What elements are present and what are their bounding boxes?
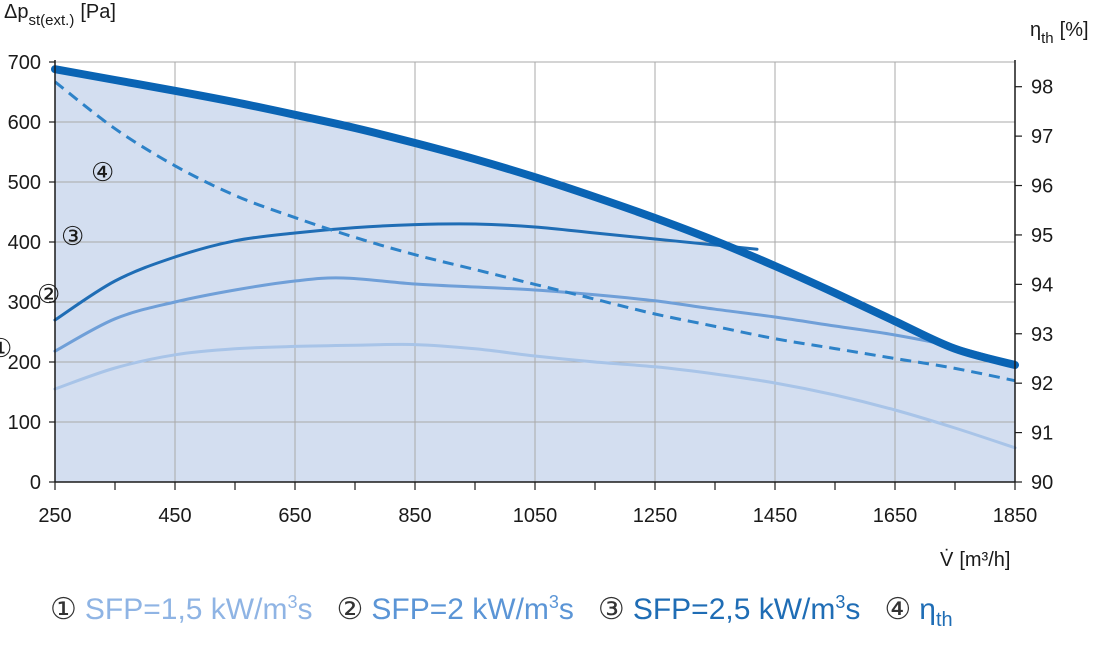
legend-item-4: ④ ηth xyxy=(884,592,953,631)
x-tick-label: 1650 xyxy=(873,505,918,527)
y-right-tick-label: 93 xyxy=(1031,324,1053,346)
series-envelope-line xyxy=(51,65,1019,369)
y-right-tick-label: 97 xyxy=(1031,126,1053,148)
y-right-tick-label: 92 xyxy=(1031,373,1053,395)
legend-marker: ④ xyxy=(884,592,912,627)
y-right-tick-label: 98 xyxy=(1031,77,1053,99)
x-tick-label: 1850 xyxy=(993,505,1038,527)
curve-marker-3: ③ xyxy=(61,222,84,252)
legend-marker: ① xyxy=(50,592,77,627)
curve-marker-2: ② xyxy=(37,280,60,310)
axes xyxy=(49,60,1022,490)
y-left-tick-label: 600 xyxy=(8,112,41,134)
y-left-tick-label: 300 xyxy=(8,292,41,314)
series-sfp-1-5-line xyxy=(53,342,1017,450)
legend-label: SFP=1,5 kW/m3s xyxy=(84,592,313,626)
y-left-tick-label: 0 xyxy=(30,472,41,494)
x-tick-label: 850 xyxy=(398,505,431,527)
series-sfp-2-line xyxy=(53,276,1017,366)
x-tick-label: 250 xyxy=(38,505,71,527)
x-tick-label: 1050 xyxy=(513,505,558,527)
y-left-tick-label: 400 xyxy=(8,232,41,254)
x-tick-label: 450 xyxy=(158,505,191,527)
y-right-tick-label: 90 xyxy=(1031,472,1053,494)
legend-item-3: ③ SFP=2,5 kW/m3s xyxy=(597,592,861,627)
performance-chart: 250 450 650 850 1050 1250 1450 1650 1850 0 100 200 3… xyxy=(0,1,1089,571)
y-left-axis-title: Δpst(ext.) [Pa] xyxy=(4,1,116,29)
series-sfp-2-5-line xyxy=(53,222,759,322)
y-left-tick-label: 200 xyxy=(8,352,41,374)
curve-marker-1: ① xyxy=(0,334,12,364)
x-axis-title: V̇ [m³/h] xyxy=(940,549,1010,571)
x-tick-label: 1250 xyxy=(633,505,678,527)
y-right-tick-label: 91 xyxy=(1031,423,1053,445)
y-left-tick-label: 100 xyxy=(8,412,41,434)
curve-markers: ①②③ ④ xyxy=(0,158,114,364)
series-lines xyxy=(51,65,1019,450)
legend-label: SFP=2 kW/m3s xyxy=(371,592,574,626)
legend: ① SFP=1,5 kW/m3s ② SFP=2 kW/m3s ③ SFP=2,5 kW/… xyxy=(50,592,977,632)
legend-label: ηth xyxy=(919,593,953,631)
legend-item-1: ① SFP=1,5 kW/m3s xyxy=(50,592,313,627)
series-eta-th-line xyxy=(54,80,1016,383)
x-tick-label: 1450 xyxy=(753,505,798,527)
legend-label: SFP=2,5 kW/m3s xyxy=(632,592,861,626)
legend-marker: ② xyxy=(336,592,364,627)
x-tick-label: 650 xyxy=(278,505,311,527)
tick-labels: 250 450 650 850 1050 1250 1450 1650 1850 0 100 200 3… xyxy=(8,52,1054,527)
y-right-tick-label: 96 xyxy=(1031,176,1053,198)
curve-marker-4: ④ xyxy=(91,158,114,188)
legend-marker: ③ xyxy=(597,592,625,627)
legend-item-2: ② SFP=2 kW/m3s xyxy=(336,592,574,627)
y-right-axis-title: ηth [%] xyxy=(1030,19,1089,47)
y-right-tick-label: 94 xyxy=(1031,274,1053,296)
y-left-tick-label: 500 xyxy=(8,172,41,194)
y-left-tick-label: 700 xyxy=(8,52,41,74)
y-right-tick-label: 95 xyxy=(1031,225,1053,247)
